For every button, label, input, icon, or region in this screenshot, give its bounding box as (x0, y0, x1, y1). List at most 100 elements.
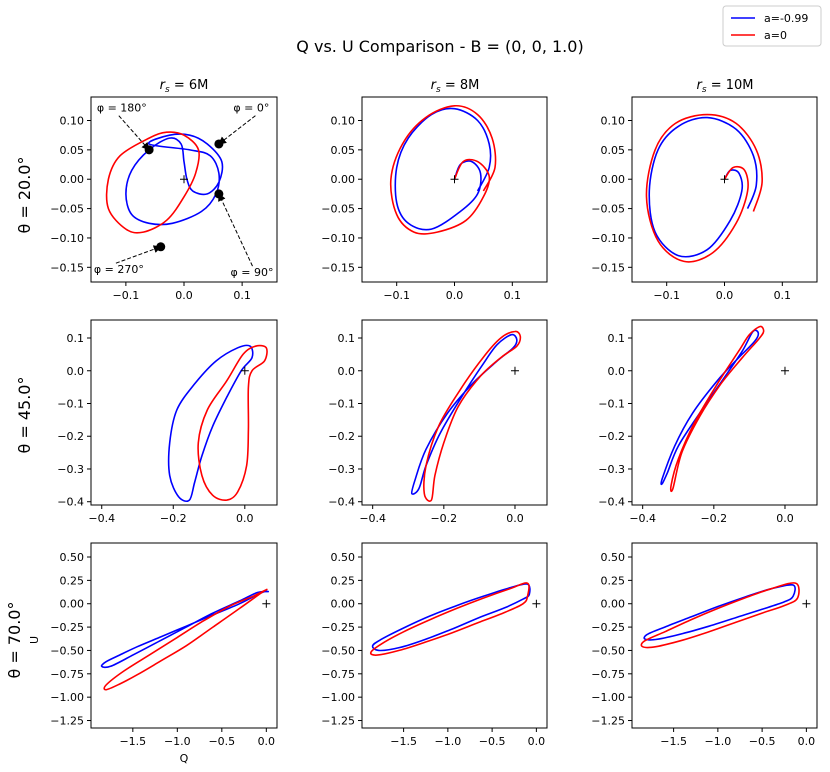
x-tick-label: −0.1 (113, 289, 140, 302)
y-tick-label: −0.10 (50, 232, 84, 245)
y-tick-label: −0.4 (57, 496, 84, 509)
panel-r0-c1: −0.1 0.0 0.1 0.10 0.05 0.00 −0.05 −0.10 −0.15 (321, 96, 548, 302)
y-tick-label: 0.1 (67, 332, 85, 345)
annotation-arrow (218, 192, 253, 267)
panel-r2-c2: −1.5 −1.0 −0.5 0.0 0.50 0.25 0.00 −0.25 −0.50 −0.… (591, 542, 818, 748)
series-a-zero-line (640, 582, 800, 649)
x-tick-label: −0.2 (160, 512, 187, 525)
annotation-dot (156, 242, 166, 252)
column-title-10m: rs = 10M (697, 78, 754, 95)
annotation-arrow (118, 115, 150, 151)
annotation-dot (214, 139, 224, 149)
y-tick-label: −1.00 (50, 691, 84, 704)
origin-marker (780, 366, 789, 375)
axes-frame (361, 96, 548, 283)
panel-r1-c0: −0.4 −0.2 0.0 0.1 0.0 −0.1 −0.2 −0.3 −0.4 (57, 319, 278, 525)
x-tick-label: 0.0 (258, 735, 276, 748)
y-tick-label: 0.00 (601, 173, 626, 186)
y-tick-label: 0.00 (60, 173, 85, 186)
series-a-zero-line (389, 104, 497, 235)
x-tick-label: −1.5 (119, 735, 146, 748)
y-tick-label: −0.3 (57, 463, 84, 476)
origin-marker (532, 599, 541, 608)
x-tick-label: −0.5 (749, 735, 776, 748)
y-tick-label: −0.05 (591, 203, 625, 216)
y-tick-label: −0.75 (591, 668, 625, 681)
series-a-neg099-line (100, 590, 270, 669)
origin-marker (180, 175, 188, 184)
panel-r2-c1: −1.5 −1.0 −0.5 0.0 0.50 0.25 0.00 −0.25 −0.50 −0.… (321, 542, 548, 748)
y-tick-label: 0.10 (331, 114, 356, 127)
y-tick-label: 0.0 (608, 365, 626, 378)
y-tick-label: −0.25 (321, 621, 355, 634)
row-label-theta-70: θ = 70.0° (5, 602, 24, 679)
x-tick-label: −0.1 (653, 289, 680, 302)
legend-label-a-neg: a=-0.99 (764, 12, 808, 25)
axes-frame (90, 542, 278, 729)
origin-marker (262, 599, 271, 608)
y-tick-label: −0.2 (598, 430, 625, 443)
y-tick-label: 0.25 (331, 574, 356, 587)
y-tick-label: 0.1 (608, 332, 626, 345)
y-tick-label: −0.10 (321, 232, 355, 245)
axes-frame (361, 319, 548, 506)
series-a-neg099-line (167, 344, 254, 502)
y-tick-label: 0.0 (67, 365, 85, 378)
row-label-theta-45: θ = 45.0° (15, 377, 34, 454)
y-tick-label: −0.2 (328, 430, 355, 443)
annotation-label-3: φ = 270° (94, 263, 144, 276)
chart-title: Q vs. U Comparison - B = (0, 0, 1.0) (296, 37, 583, 56)
legend-label-a-zero: a=0 (764, 29, 787, 42)
series-a-neg099-line (394, 107, 492, 231)
legend-box (722, 5, 822, 47)
y-tick-label: −0.50 (591, 644, 625, 657)
y-tick-label: 0.1 (338, 332, 356, 345)
annotation-label-2: φ = 90° (231, 266, 274, 279)
y-tick-label: −0.4 (598, 496, 625, 509)
x-tick-label: 0.0 (446, 289, 464, 302)
y-tick-label: −0.50 (321, 644, 355, 657)
y-tick-label: 0.0 (338, 365, 356, 378)
y-tick-label: 0.00 (331, 598, 356, 611)
annotation-label-0: φ = 180° (97, 102, 147, 115)
row-label-theta-20: θ = 20.0° (15, 157, 34, 234)
legend: a=-0.99 a=0 (722, 5, 822, 47)
y-tick-label: −1.25 (50, 715, 84, 728)
x-tick-label: −0.2 (700, 512, 727, 525)
y-tick-label: −0.75 (321, 668, 355, 681)
x-tick-label: −0.4 (359, 512, 386, 525)
x-tick-label: 0.0 (798, 735, 816, 748)
y-tick-label: −0.05 (321, 203, 355, 216)
axes-frame (631, 96, 818, 283)
y-tick-label: −0.3 (598, 463, 625, 476)
origin-marker (802, 599, 811, 608)
annotation-dot (144, 145, 154, 155)
x-tick-label: −1.0 (435, 735, 462, 748)
annotation-arrow (115, 245, 162, 264)
y-tick-label: −0.15 (50, 261, 84, 274)
panel-r1-c1: −0.4 −0.2 0.0 0.1 0.0 −0.1 −0.2 −0.3 −0.4 (328, 319, 548, 525)
series-a-neg099-line (648, 116, 758, 258)
origin-marker (510, 366, 519, 375)
x-tick-label: 0.0 (776, 512, 794, 525)
origin-marker (450, 175, 459, 184)
y-tick-label: −1.25 (591, 715, 625, 728)
panels: φ = 180° φ = 0°φ = 90°φ = 270°−0.1 0.0 0.10… (50, 96, 818, 748)
series-a-neg099-line (660, 329, 760, 486)
x-tick-label: 0.0 (175, 289, 193, 302)
y-tick-label: 0.05 (331, 144, 356, 157)
annotation-dot (214, 189, 224, 199)
series-a-zero-line (369, 582, 530, 656)
y-tick-label: 0.50 (601, 551, 626, 564)
series-a-neg099-line (410, 333, 518, 495)
y-tick-label: 0.10 (601, 114, 626, 127)
x-tick-label: 0.1 (504, 289, 522, 302)
x-tick-label: −1.5 (390, 735, 417, 748)
axes-frame (90, 96, 278, 283)
series-a-zero-line (105, 131, 201, 234)
y-tick-label: −0.15 (321, 261, 355, 274)
axes-frame (361, 542, 548, 729)
series-a-neg099-line (643, 583, 796, 641)
y-tick-label: 0.50 (331, 551, 356, 564)
